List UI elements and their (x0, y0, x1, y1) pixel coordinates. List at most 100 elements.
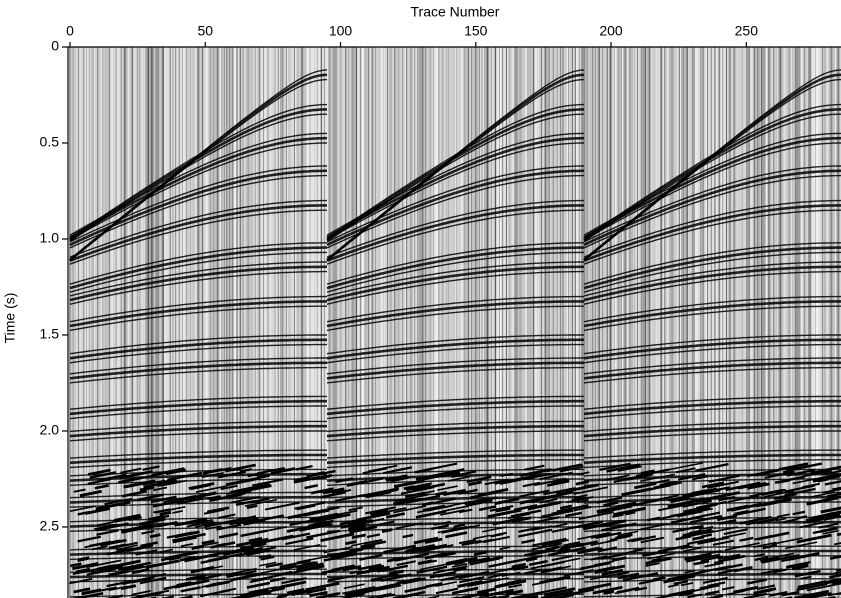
noise-streak (77, 510, 90, 516)
reflection-event (583, 242, 841, 285)
noise-streak (269, 569, 302, 579)
noise-streak (385, 474, 408, 481)
noise-streak (154, 505, 186, 514)
noise-streak (342, 565, 362, 572)
noise-streak (240, 588, 269, 597)
reflection-event (583, 430, 841, 442)
noise-streak (254, 526, 287, 535)
noise-streak (718, 518, 737, 525)
noise-streak (89, 540, 112, 548)
noise-streak (788, 551, 820, 561)
reflection-event (69, 361, 327, 380)
noise-streak (160, 595, 175, 598)
noise-streak (592, 585, 623, 595)
noise-streak (701, 481, 725, 489)
noise-streak (380, 584, 393, 590)
noise-streak (95, 522, 129, 532)
noise-streak (505, 589, 524, 596)
noise-streak (779, 462, 809, 471)
noise-streak (733, 566, 753, 573)
noise-streak (622, 572, 659, 582)
noise-streak (825, 595, 836, 598)
noise-streak (617, 530, 639, 537)
noise-streak (708, 474, 740, 483)
noise-streak (746, 482, 770, 490)
reflection-event (326, 449, 584, 459)
reflection-event (583, 209, 841, 265)
noise-streak (104, 497, 133, 506)
reflection-event (69, 459, 327, 469)
noise-streak (388, 569, 404, 576)
noise-streak (244, 498, 278, 507)
noise-streak (159, 548, 173, 554)
noise-streak (680, 582, 694, 587)
noise-streak (454, 561, 465, 566)
noise-streak (120, 467, 142, 474)
noise-streak (718, 495, 736, 502)
noise-streak (697, 536, 730, 545)
noise-streak (716, 514, 738, 522)
reflection-event (69, 136, 327, 239)
noise-streak (734, 509, 749, 515)
noise-streak (230, 571, 265, 582)
noise-streak (812, 469, 831, 476)
noise-streak (453, 523, 466, 529)
noise-streak (445, 556, 478, 566)
noise-streak (205, 580, 230, 588)
noise-streak (449, 500, 472, 507)
noise-streak (760, 556, 780, 563)
reflection-event (583, 343, 841, 364)
noise-streak (70, 562, 82, 568)
noise-streak (475, 595, 489, 598)
reflection-event (69, 199, 327, 258)
noise-streak (772, 568, 788, 574)
noise-streak (112, 561, 133, 568)
noise-streak (121, 525, 156, 534)
noise-streak (461, 591, 489, 598)
noise-streak (689, 515, 721, 524)
noise-streak (433, 543, 447, 549)
noise-streak (546, 479, 570, 487)
noise-streak (702, 576, 728, 584)
noise-streak (410, 546, 436, 554)
noise-streak (705, 594, 724, 598)
noise-streak (508, 583, 522, 589)
noise-streak (422, 544, 454, 553)
noise-streak (180, 542, 194, 548)
noise-streak (386, 556, 404, 563)
noise-streak (458, 508, 473, 514)
noise-streak (519, 489, 550, 498)
noise-streak (667, 499, 698, 509)
reflection-event (69, 420, 327, 433)
reflection-event (69, 132, 327, 236)
reflection-event (69, 430, 327, 442)
noise-streak (347, 524, 366, 531)
noise-streak (511, 516, 532, 523)
noise-streak (691, 511, 721, 520)
reflection-event (326, 357, 584, 375)
noise-streak (376, 520, 395, 527)
noise-streak (737, 481, 767, 490)
reflection-event (583, 305, 841, 332)
noise-streak (545, 545, 560, 552)
seismic-texture (69, 47, 841, 598)
noise-streak (244, 546, 264, 553)
noise-streak (699, 525, 714, 531)
reflection-event (326, 395, 584, 410)
reflection-event (326, 405, 584, 420)
noise-streak (151, 514, 170, 521)
noise-streak (219, 587, 237, 593)
noise-streak (247, 568, 280, 577)
noise-streak (528, 559, 548, 567)
noise-streak (94, 523, 117, 531)
noise-streak (280, 582, 297, 589)
noise-streak (226, 571, 243, 578)
noise-streak (530, 498, 545, 504)
noise-streak (517, 528, 553, 538)
reflection-event (69, 209, 327, 265)
noise-streak (479, 577, 509, 585)
noise-streak (205, 525, 222, 531)
noise-streak (413, 536, 439, 545)
noise-streak (682, 528, 712, 537)
noise-streak (165, 551, 192, 560)
